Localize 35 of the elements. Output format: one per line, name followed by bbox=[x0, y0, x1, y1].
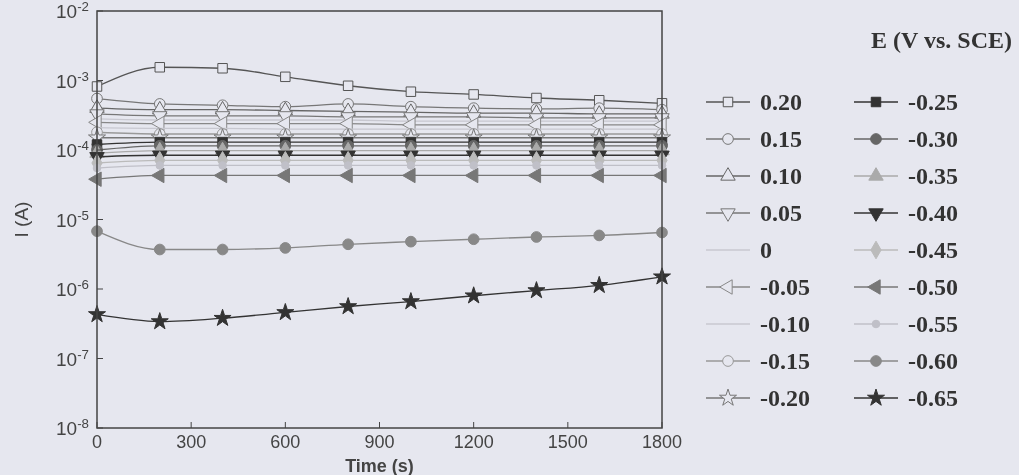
x-tick-label: 1200 bbox=[453, 432, 494, 452]
legend-label: 0 bbox=[760, 237, 772, 263]
legend-label: -0.10 bbox=[760, 311, 810, 337]
legend-label: 0.20 bbox=[760, 89, 802, 115]
legend-label: -0.25 bbox=[908, 89, 958, 115]
x-tick-label: 0 bbox=[91, 432, 103, 452]
y-tick-label: 10$^{-4}$ bbox=[56, 137, 89, 161]
legend-label: -0.55 bbox=[908, 311, 958, 337]
legend-label: 0.10 bbox=[760, 163, 802, 189]
legend-label: -0.60 bbox=[908, 348, 958, 374]
x-axis-title: Time (s) bbox=[345, 456, 414, 475]
x-tick-label: 1800 bbox=[641, 432, 683, 452]
legend-label: -0.50 bbox=[908, 274, 958, 300]
legend-label: -0.20 bbox=[760, 385, 810, 411]
x-tick-label: 600 bbox=[270, 432, 301, 452]
legend-label: -0.45 bbox=[908, 237, 958, 263]
y-tick-label: 10$^{-8}$ bbox=[56, 415, 89, 439]
legend-label: -0.35 bbox=[908, 163, 958, 189]
legend-label: -0.05 bbox=[760, 274, 810, 300]
y-tick-label: 10$^{-3}$ bbox=[56, 68, 89, 92]
legend-label: 0.05 bbox=[760, 200, 802, 226]
legend-label: -0.65 bbox=[908, 385, 958, 411]
y-tick-label: 10$^{-7}$ bbox=[56, 346, 89, 370]
y-tick-label: 10$^{-2}$ bbox=[56, 0, 89, 22]
x-tick-label: 900 bbox=[364, 432, 395, 452]
legend-label: -0.40 bbox=[908, 200, 958, 226]
x-tick-label: 300 bbox=[176, 432, 207, 452]
legend-label: -0.15 bbox=[760, 348, 810, 374]
y-axis-title: I (A) bbox=[11, 201, 32, 238]
legend-title: E (V vs. SCE) bbox=[871, 27, 1012, 53]
y-tick-label: 10$^{-6}$ bbox=[56, 276, 89, 300]
legend-label: 0.15 bbox=[760, 126, 802, 152]
y-tick-label: 10$^{-5}$ bbox=[56, 207, 89, 231]
legend-label: -0.30 bbox=[908, 126, 958, 152]
x-tick-label: 1500 bbox=[547, 432, 588, 452]
